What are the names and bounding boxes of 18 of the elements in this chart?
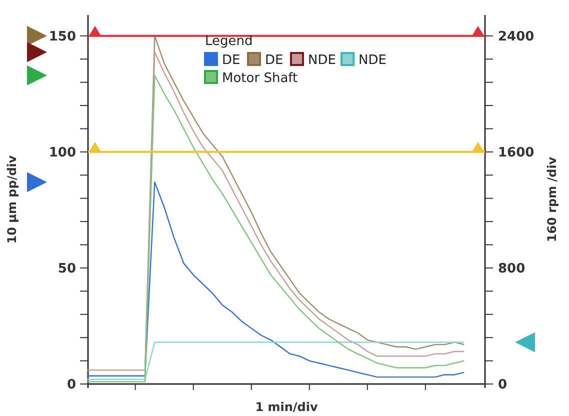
- y2-tick-label: 800: [498, 262, 526, 277]
- y-tick-label: 150: [48, 29, 76, 44]
- y2-tick-label: 1600: [498, 145, 534, 160]
- y-tick-label: 100: [48, 145, 76, 160]
- legend-label: NDE: [358, 53, 386, 68]
- y-tick-label: 50: [58, 262, 76, 277]
- y2-tick-label: 0: [498, 378, 508, 393]
- legend-label: DE: [265, 53, 284, 68]
- x-axis-title: 1 min/div: [255, 400, 318, 414]
- legend-label: DE: [222, 53, 240, 68]
- legend-title: Legend: [205, 34, 253, 49]
- y2-tick-label: 2400: [498, 29, 534, 44]
- y-tick-label: 0: [66, 378, 76, 393]
- legend-label: Motor Shaft: [222, 71, 298, 86]
- y-axis-title: 10 µm pp/div: [5, 155, 19, 244]
- y2-axis-title: 160 rpm /div: [545, 156, 559, 242]
- line-series: [86, 181, 465, 378]
- legend-label: NDE: [308, 53, 336, 68]
